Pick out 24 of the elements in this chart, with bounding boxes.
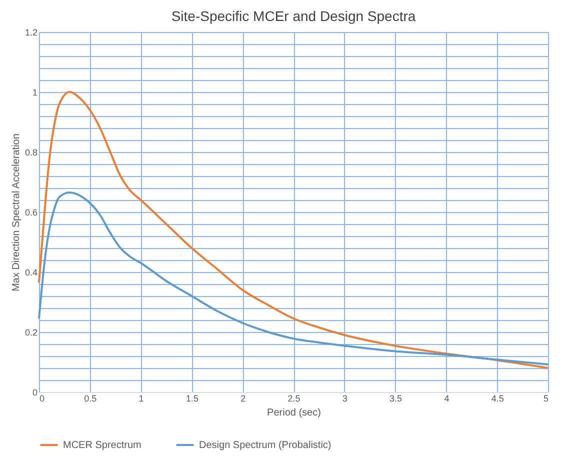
- x-tick-label: 3: [342, 394, 348, 404]
- x-tick-label: 4: [444, 394, 450, 404]
- y-axis-title: Max Direction Spectral Acceleration: [10, 134, 22, 292]
- line-series: [38, 192, 549, 366]
- y-tick-label: 0.4: [24, 268, 38, 278]
- x-tick-label: 2: [240, 394, 246, 404]
- x-tick-label: 1: [138, 394, 144, 404]
- y-tick-label: 1.2: [24, 28, 38, 38]
- legend-label: MCER Sprectrum: [63, 440, 142, 451]
- x-tick-label: 5: [543, 394, 548, 404]
- y-tick-label: 0.2: [24, 328, 38, 338]
- x-tick-label: 2.5: [288, 394, 300, 404]
- x-tick-label: 0: [40, 394, 45, 404]
- legend-label: Design Spectrum (Probalistic): [199, 440, 332, 451]
- y-tick-label: 1: [32, 88, 38, 98]
- line-series: [38, 91, 549, 369]
- x-tick-label: 0.5: [84, 394, 97, 404]
- x-tick-label: 1.5: [186, 394, 198, 404]
- y-tick-label: 0.6: [24, 208, 38, 218]
- x-tick-label: 4.5: [491, 394, 504, 404]
- chart-title: Site-Specific MCEr and Design Spectra: [171, 8, 416, 24]
- x-axis-title: Period (sec): [267, 408, 321, 418]
- y-tick-label: 0.8: [24, 148, 38, 158]
- x-tick-label: 3.5: [390, 394, 402, 404]
